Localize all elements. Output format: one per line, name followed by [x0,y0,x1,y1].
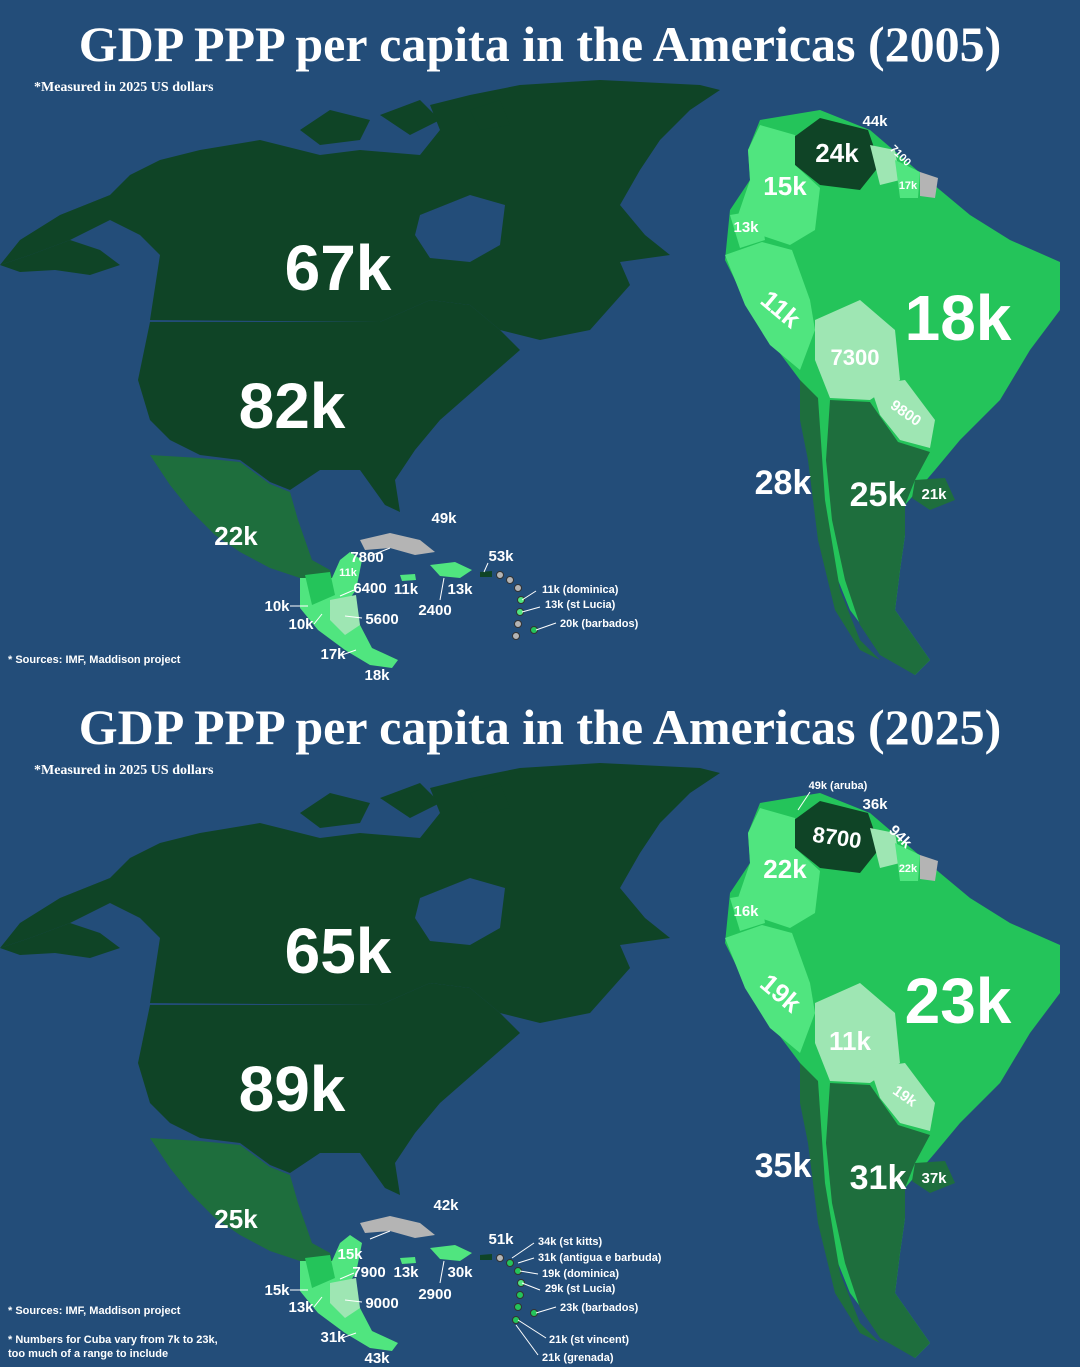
label-barbados: 20k (barbados) [560,618,639,630]
label-dominica: 11k (dominica) [542,584,619,596]
label-argentina: 25k [850,476,907,514]
label-usa: 89k [239,1053,346,1125]
label-panama: 43k [364,1350,390,1367]
lesser-antilles-dots-2025 [496,1254,538,1324]
label-el-salvador: 13k [288,1299,314,1316]
label-aruba: 49k (aruba) [809,780,868,792]
label-panama: 18k [364,667,390,684]
lesser-antilles-dots-2005 [496,571,538,640]
label-bolivia: 7300 [831,345,880,370]
label-colombia: 22k [763,854,807,884]
label-bolivia: 11k [829,1026,871,1056]
label-puerto-rico: 51k [488,1231,514,1248]
label-belize: 15k [337,1246,363,1263]
label-brazil: 23k [905,965,1012,1037]
label-usa: 82k [239,370,346,442]
label-honduras: 6400 [353,580,386,597]
label-ecuador: 16k [733,903,759,920]
label-guatemala: 7800 [350,549,383,566]
label-bahamas: 42k [433,1197,459,1214]
label-belize: 11k [339,567,358,579]
label-guatemala-west: 10k [264,598,290,615]
label-uruguay: 37k [921,1170,947,1187]
label-ecuador: 13k [733,219,759,236]
label-suriname: 17k [899,180,918,192]
label-antigua: 31k (antigua e barbuda) [538,1252,662,1264]
label-honduras: 9000 [365,1295,398,1312]
label-jamaica: 11k [394,581,419,598]
label-jamaica: 13k [393,1264,419,1281]
label-trinidad: 44k [862,113,888,130]
label-mexico: 25k [214,1204,258,1234]
map-subtitle-2025: *Measured in 2025 US dollars [34,763,214,778]
label-colombia: 15k [763,171,807,201]
label-cuba: 49k [431,510,457,527]
label-chile: 35k [755,1147,812,1185]
label-dominica: 19k (dominica) [542,1268,619,1280]
sources-note-2005: * Sources: IMF, Maddison project [8,654,181,666]
label-trinidad: 36k [862,796,888,813]
label-brazil: 18k [905,282,1012,354]
label-costa-rica: 31k [320,1329,346,1346]
sources-note-2025: * Sources: IMF, Maddison project [8,1305,181,1317]
label-st-kitts: 34k (st kitts) [538,1236,603,1248]
label-haiti: 2400 [418,602,451,619]
label-st-lucia: 13k (st Lucia) [545,599,616,611]
label-canada: 65k [285,915,392,987]
label-grenada: 21k (grenada) [542,1352,614,1364]
cuba-note-continued: too much of a range to include [8,1348,169,1360]
label-canada: 67k [285,232,392,304]
label-costa-rica: 17k [320,646,346,663]
leader-lines [290,547,811,1356]
map-subtitle-2005: *Measured in 2025 US dollars [34,80,214,95]
label-barbados: 23k (barbados) [560,1302,639,1314]
label-haiti: 2900 [418,1286,451,1303]
label-el-salvador: 10k [288,616,314,633]
label-argentina: 31k [850,1159,907,1197]
label-chile: 28k [755,464,812,502]
label-dominican-rep: 30k [447,1264,473,1281]
map-title-2025: GDP PPP per capita in the Americas (2025… [78,699,1002,755]
cuba-note: * Numbers for Cuba vary from 7k to 23k, [8,1334,218,1346]
label-st-vincent: 21k (st vincent) [549,1334,629,1346]
label-st-lucia: 29k (st Lucia) [545,1283,616,1295]
label-venezuela: 24k [815,138,859,168]
label-nicaragua: 5600 [365,611,398,628]
label-puerto-rico: 53k [488,548,514,565]
label-suriname: 22k [899,863,918,875]
label-uruguay: 21k [921,486,947,503]
label-guatemala: 7900 [352,1264,385,1281]
label-dominican-rep: 13k [447,581,473,598]
label-guatemala-west: 15k [264,1282,290,1299]
label-mexico: 22k [214,521,258,551]
map-title-2005: GDP PPP per capita in the Americas (2005… [78,16,1002,72]
